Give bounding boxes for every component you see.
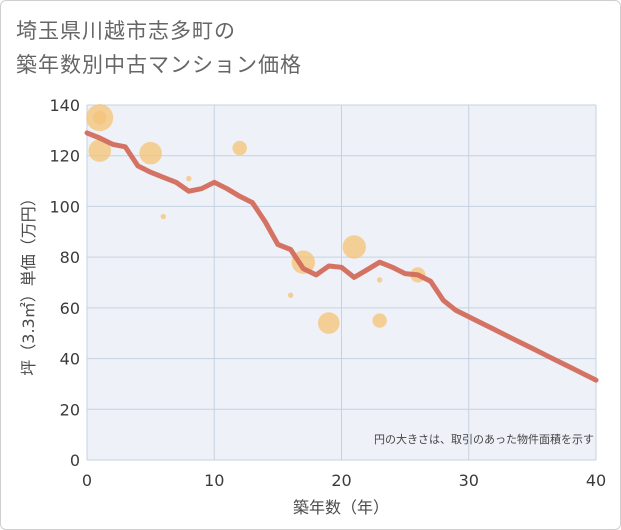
y-tick-label: 100 [49,197,80,216]
y-tick-label: 20 [60,400,80,419]
bubble-size-note: 円の大きさは、取引のあった物件面積を示す [374,432,594,446]
bubble-point [376,277,383,283]
bubble-point [342,235,366,259]
y-tick-label: 60 [60,299,80,318]
bubble-point [92,110,107,125]
x-axis-label: 築年数（年） [293,498,389,517]
x-tick-label: 10 [204,471,224,490]
bubble-point [186,175,192,182]
y-tick-labels: 0 20 40 60 80 100 120 140 [49,96,80,470]
trend-line [84,130,599,383]
y-tick-label: 40 [60,350,80,369]
chart-title-line-1: 埼玉県川越市志多町の [16,19,236,43]
x-tick-label: 0 [82,471,92,490]
gridlines [86,104,597,461]
x-tick-labels: 0 10 20 30 40 [82,471,606,490]
chart-title-line-2: 築年数別中古マンション価格 [16,53,302,77]
bubble-point [139,141,162,165]
bubble-point [372,313,387,328]
bubble-point [317,312,340,334]
bubble-point [287,292,294,298]
x-tick-label: 20 [331,471,351,490]
bubble-layer [86,104,426,334]
trend-line-layer [84,130,599,383]
y-tick-label: 120 [49,147,80,166]
y-tick-label: 0 [70,451,80,470]
bubble-point [160,213,167,220]
y-tick-label: 140 [49,96,80,115]
bubble-point [88,139,111,162]
y-tick-label: 80 [60,248,80,267]
y-axis-label: 坪（3.3㎡）単価（万円） [19,190,38,375]
chart-title: 埼玉県川越市志多町の 築年数別中古マンション価格 [16,14,302,82]
x-tick-label: 40 [586,471,606,490]
x-tick-label: 30 [459,471,479,490]
bubble-point [232,140,247,156]
